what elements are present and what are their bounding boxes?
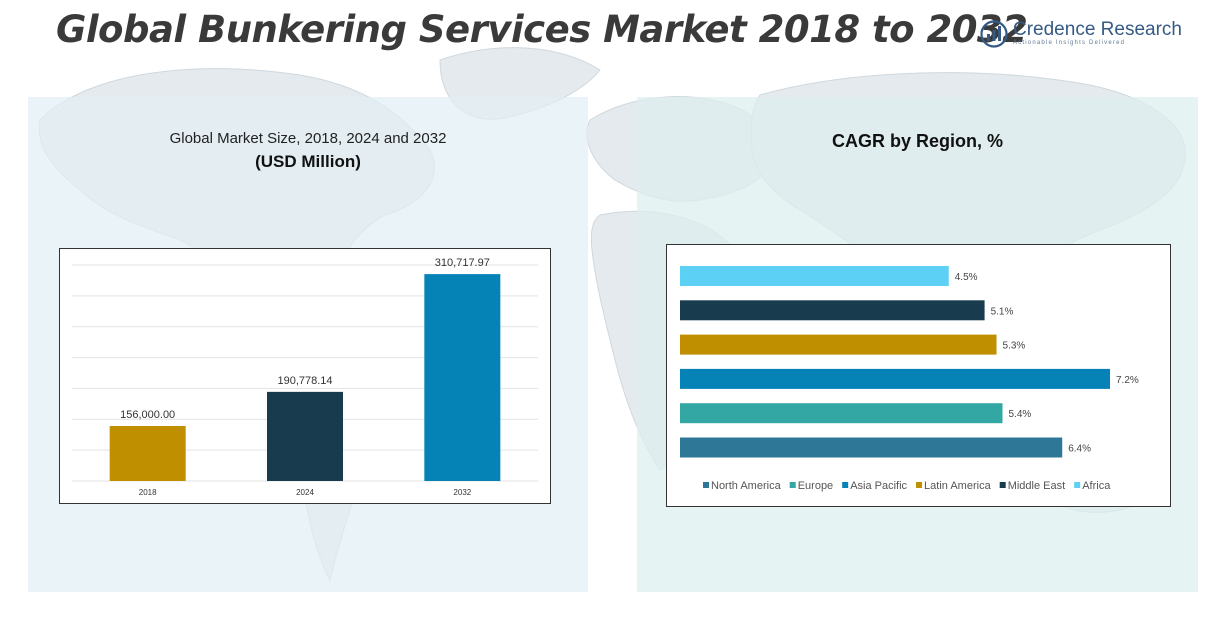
legend-label: Africa [1082,480,1111,492]
bar-value-label: 310,717.97 [435,257,490,269]
bar-value-label: 156,000.00 [120,409,175,421]
market-size-bar-chart: 156,000.00 2018 190,778.14 2024 310,717.97 20… [59,248,551,504]
bar-2018 [109,426,186,481]
x-tick-label: 2032 [453,488,471,497]
market-size-chart-subtitle: (USD Million) [255,152,361,171]
page-title: Global Bunkering Services Market 2018 to… [56,8,1028,51]
legend-swatch [789,482,796,488]
credence-research-logo: Credence Research Actionable Insights De… [980,18,1182,52]
legend-swatch [1074,482,1081,488]
x-tick-label: 2018 [139,488,157,497]
legend-swatch [916,482,923,488]
legend-label: Middle East [1008,480,1065,492]
legend-label: Europe [798,480,833,492]
bar-value-label: 5.4% [1009,409,1032,420]
logo-name: Credence Research [1013,19,1182,40]
cagr-chart-title: CAGR by Region, % [831,131,1003,151]
bar-africa [680,266,949,286]
legend-label: North America [711,480,782,492]
x-tick-label: 2024 [296,488,314,497]
bar-latin-america [680,334,997,355]
legend-label: Latin America [924,480,992,492]
legend-swatch [842,482,849,488]
bar-asia-pacific [680,368,1110,389]
logo-chart-icon [980,20,1008,48]
bar-value-label: 190,778.14 [277,375,332,387]
bar-value-label: 5.1% [991,306,1014,317]
market-size-bar-svg: 156,000.00 2018 190,778.14 2024 310,717.97 20… [72,257,538,497]
bar-north-america [680,437,1063,458]
logo-tagline: Actionable Insights Delivered [1013,40,1126,46]
cagr-bar-svg: 4.5% 5.1% 5.3% 7.2% 5.4% 6.4% North America Eur… [680,266,1139,492]
legend-swatch [703,482,709,488]
bar-2032 [424,274,501,481]
bar-value-label: 6.4% [1068,444,1091,455]
cagr-horizontal-bar-chart: 4.5% 5.1% 5.3% 7.2% 5.4% 6.4% North America Eur… [666,244,1171,507]
bar-middle-east [680,300,985,321]
market-size-chart-title: Global Market Size, 2018, 2024 and 2032 [169,130,447,147]
bar-value-label: 5.3% [1003,341,1026,352]
bar-value-label: 4.5% [955,272,978,283]
legend-label: Asia Pacific [850,480,907,492]
bar-value-label: 7.2% [1116,375,1139,386]
bar-europe [680,403,1003,424]
legend-swatch [999,482,1006,488]
bar-2024 [267,391,343,481]
